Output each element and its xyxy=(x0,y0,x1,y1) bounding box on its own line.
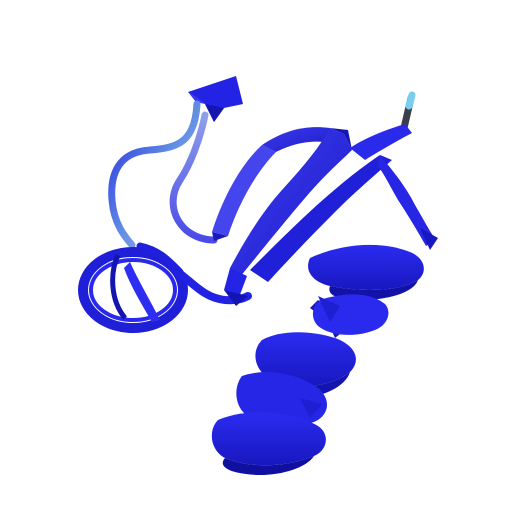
terminus-stick xyxy=(400,91,416,132)
main-helix xyxy=(211,244,424,476)
coil-left xyxy=(108,100,218,249)
left-helix-loop xyxy=(78,247,188,333)
beta-strand-2 xyxy=(224,128,352,306)
beta-strand-3 xyxy=(250,124,438,282)
top-arrowhead xyxy=(188,76,243,122)
beta-strand-1 xyxy=(212,127,330,241)
